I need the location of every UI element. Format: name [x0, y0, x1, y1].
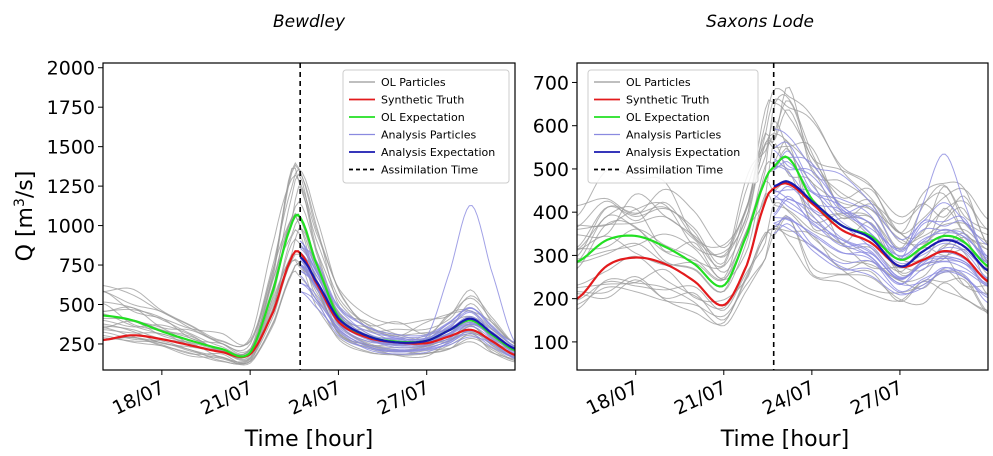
- analysis-particle-line: [773, 156, 988, 258]
- y-tick-label: 400: [533, 202, 569, 224]
- y-tick-label: 1500: [47, 137, 95, 159]
- analysis-particle-line: [773, 194, 988, 288]
- analysis-particle-line: [773, 189, 988, 281]
- analysis-particle-line: [773, 149, 988, 265]
- legend: OL Particles Synthetic Truth OL Expectati…: [587, 69, 759, 184]
- legend-label: OL Expectation: [626, 111, 710, 124]
- analysis-particle-line: [773, 216, 988, 293]
- ol-particle-line: [577, 147, 988, 281]
- ol-particle-line: [577, 214, 988, 318]
- x-axis-label: Time [hour]: [244, 427, 373, 452]
- x-tick-label: 27/07: [847, 377, 906, 420]
- y-tick-label: 1000: [47, 216, 95, 238]
- chart-title: Bewdley: [273, 12, 346, 32]
- ol-particle-line: [577, 98, 988, 249]
- legend-label: Synthetic Truth: [626, 94, 709, 107]
- legend-box: [342, 69, 510, 184]
- ol-particle-line: [577, 99, 988, 256]
- analysis-particles: [773, 128, 988, 304]
- y-tick-label: 1250: [47, 176, 95, 198]
- legend-label: Synthetic Truth: [381, 94, 464, 107]
- x-axis-label: Time [hour]: [720, 427, 849, 452]
- y-tick-label: 750: [59, 255, 95, 277]
- y-tick-label: 1750: [47, 97, 95, 119]
- x-tick-label: 18/07: [583, 377, 642, 420]
- legend-label: Analysis Particles: [381, 129, 476, 142]
- legend-label: OL Particles: [626, 76, 691, 89]
- ol-particle-line: [577, 225, 988, 327]
- y-axis-label: Q [m3/s]: [12, 171, 38, 262]
- plot-frame: [576, 62, 989, 371]
- y-tick-label: 700: [533, 72, 569, 94]
- x-tick-label: 21/07: [671, 377, 730, 420]
- x-tick-label: 18/07: [109, 377, 168, 420]
- analysis-particle-line: [773, 185, 988, 279]
- chart-title: Saxons Lode: [706, 12, 814, 32]
- analysis-particle-line: [300, 291, 515, 360]
- plot-frame: [102, 62, 516, 371]
- legend-label: OL Expectation: [381, 111, 465, 124]
- y-tick-label: 200: [533, 289, 569, 311]
- x-tick-label: 21/07: [197, 377, 256, 420]
- y-tick-label: 300: [533, 245, 569, 267]
- analysis-particle-line: [773, 158, 988, 260]
- legend-label: Analysis Expectation: [381, 146, 495, 159]
- legend-label: Analysis Particles: [626, 129, 721, 142]
- analysis-particle-line: [773, 223, 988, 304]
- chart-bewdley: Bewdley 250 500 750 1000 1250 1500 1750 2000 18/…: [12, 12, 516, 452]
- legend-box: [587, 69, 759, 184]
- y-tick-label: 600: [533, 116, 569, 138]
- y-tick-label: 250: [59, 334, 95, 356]
- analysis-expectation-line: [299, 256, 515, 350]
- ol-expectation-line: [577, 155, 988, 288]
- analysis-particle-line: [773, 141, 988, 263]
- analysis-expectation-line: [773, 180, 988, 272]
- ol-particle-line: [577, 228, 988, 303]
- analysis-particle-line: [773, 150, 988, 263]
- analysis-particle-line: [773, 223, 988, 296]
- ol-particle-line: [577, 216, 988, 321]
- ol-particle-line: [577, 93, 988, 273]
- y-tick-label: 500: [59, 294, 95, 316]
- y-tick-label: 2000: [47, 58, 95, 80]
- x-tick-label: 24/07: [759, 377, 818, 420]
- chart-saxons-lode: Saxons Lode 100 200 300 400 500 600 700 18/07 21…: [533, 12, 989, 452]
- analysis-particle-line: [773, 128, 988, 246]
- analysis-particle-line: [773, 195, 988, 285]
- legend: OL Particles Synthetic Truth OL Expectati…: [342, 69, 510, 184]
- analysis-particle-line: [773, 198, 988, 286]
- ol-particle-line: [103, 263, 515, 366]
- analysis-particle-line: [299, 244, 515, 343]
- legend-label: Assimilation Time: [626, 164, 723, 177]
- x-tick-label: 24/07: [286, 377, 345, 420]
- ol-particle-line: [577, 141, 988, 258]
- legend-label: Assimilation Time: [381, 164, 478, 177]
- ol-particle-line: [103, 162, 515, 348]
- legend-label: OL Particles: [381, 76, 446, 89]
- y-tick-label: 100: [533, 332, 569, 354]
- legend-label: Analysis Expectation: [626, 146, 740, 159]
- x-tick-label: 27/07: [374, 377, 433, 420]
- synthetic-truth-line: [577, 182, 988, 307]
- y-tick-label: 500: [533, 159, 569, 181]
